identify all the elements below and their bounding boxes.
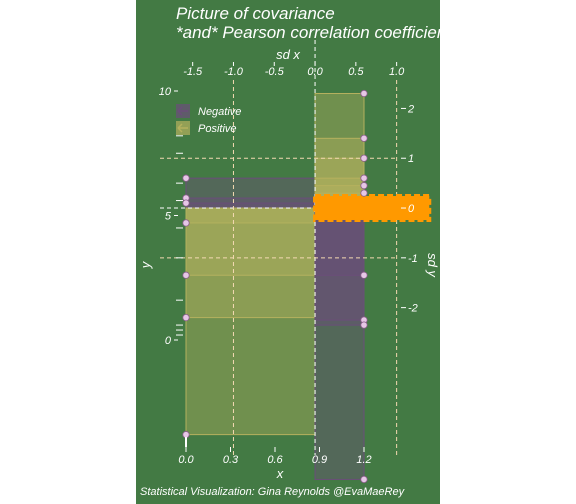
data-points: [182, 89, 368, 484]
cov-rect-2: [185, 202, 316, 209]
y-tick-label-1: 5: [165, 211, 172, 223]
cov-rect-4: [185, 207, 316, 276]
cov-rect-6: [185, 207, 316, 436]
top-tick-label-0: -1.5: [183, 66, 203, 78]
right-tick-label-1: -1: [408, 253, 418, 265]
top-axis-label: sd x: [276, 47, 300, 62]
x-tick-label-2: 0.6: [267, 454, 283, 466]
covariance-rectangles: [185, 92, 365, 480]
top-tick-label-2: -0.5: [265, 66, 285, 78]
top-tick-label-1: -1.0: [224, 66, 244, 78]
data-point-15: [360, 321, 368, 329]
x-tick-label-4: 1.2: [356, 454, 371, 466]
data-point-5: [182, 313, 190, 322]
y-axis-label: y: [138, 260, 153, 269]
top-tick-label-4: 0.5: [348, 66, 364, 78]
data-point-6: [182, 431, 190, 439]
legend-label-1: Positive: [198, 123, 237, 135]
chart-caption: Statistical Visualization: Gina Reynolds…: [140, 486, 405, 498]
right-tick-label-3: 1: [408, 153, 414, 165]
data-point-2: [182, 199, 190, 207]
data-point-4: [182, 271, 190, 279]
right-tick-label-4: 2: [407, 103, 414, 115]
right-tick-label-2: 0: [408, 203, 415, 215]
x-tick-label-0: 0.0: [178, 454, 194, 466]
legend-arrow-1: [177, 123, 188, 133]
cov-rect-16: [314, 207, 365, 480]
data-point-13: [360, 271, 368, 279]
y-tick-label-2: 10: [159, 86, 172, 98]
right-tick-label-0: -2: [408, 303, 418, 315]
top-tick-label-5: 1.0: [389, 66, 405, 78]
data-point-12: [360, 189, 368, 197]
data-point-0: [182, 174, 190, 182]
chart-panel: Picture of covariance *and* Pearson corr…: [136, 0, 440, 504]
correlation-box: [313, 194, 432, 223]
y-tick-label-0: 0: [165, 335, 172, 347]
x-axis-label: x: [276, 466, 284, 481]
cov-rect-5: [185, 207, 316, 319]
right-axis-label: sd y: [425, 253, 440, 278]
data-point-7: [360, 89, 368, 98]
data-point-3: [182, 219, 190, 227]
data-point-16: [360, 475, 368, 484]
data-point-11: [360, 182, 368, 190]
data-point-9: [360, 154, 368, 162]
legend-label-0: Negative: [198, 106, 241, 118]
legend: Negative Positive: [176, 104, 241, 135]
data-point-8: [360, 134, 368, 142]
cov-rect-14: [314, 207, 365, 321]
x-tick-label-1: 0.3: [223, 454, 239, 466]
data-point-10: [360, 174, 368, 182]
top-tick-label-3: 0.0: [307, 66, 323, 78]
x-tick-label-3: 0.9: [312, 454, 327, 466]
legend-arrow-0: [177, 106, 188, 116]
chart-title-line-2: *and* Pearson correlation coefficient: [176, 23, 440, 42]
chart-title-line-1: Picture of covariance: [176, 4, 335, 23]
